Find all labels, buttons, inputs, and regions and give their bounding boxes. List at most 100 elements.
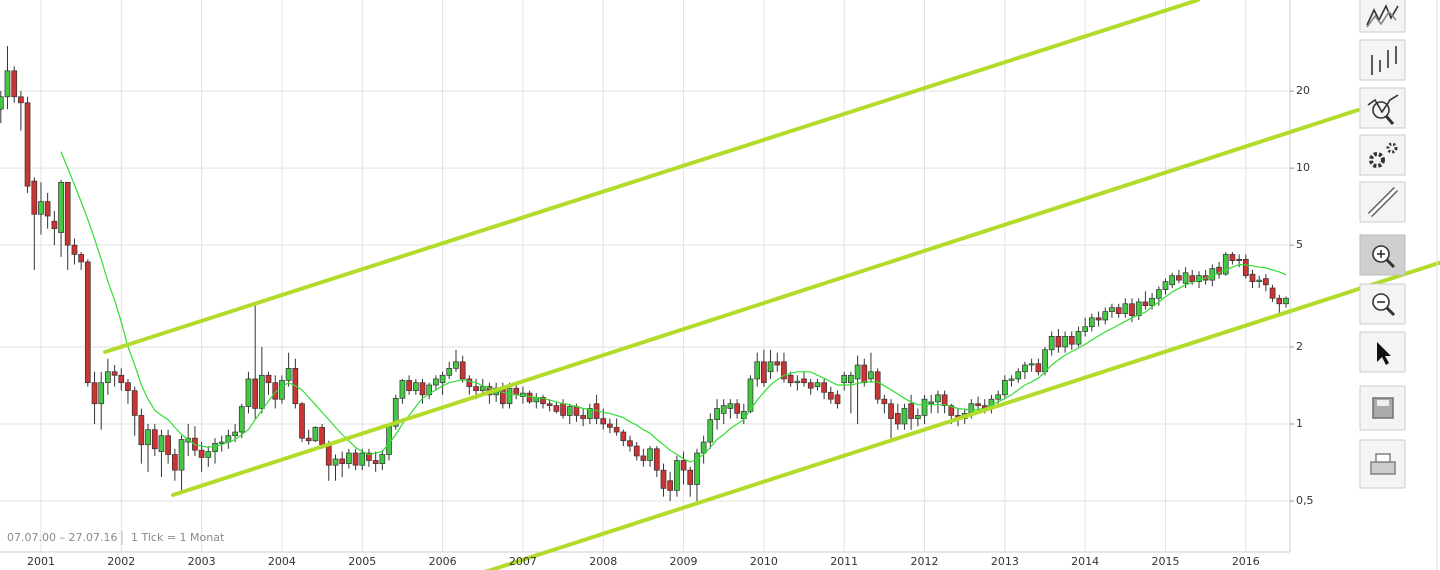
- candle-body: [1048, 336, 1055, 351]
- candle-body: [24, 102, 31, 187]
- candle: [727, 399, 734, 419]
- candle: [647, 446, 653, 467]
- save-button[interactable]: [1359, 385, 1406, 431]
- candle-body: [560, 403, 566, 416]
- candle: [834, 390, 841, 409]
- candle-body: [761, 361, 767, 384]
- candle-body: [453, 361, 459, 369]
- candle: [433, 375, 439, 391]
- candle: [761, 349, 767, 387]
- candle-body: [345, 452, 352, 464]
- ohlc-button[interactable]: [1359, 39, 1406, 81]
- x-tick-label: 2014: [1071, 555, 1099, 568]
- candle: [1142, 291, 1149, 310]
- candle: [674, 455, 680, 497]
- candle: [265, 371, 272, 395]
- candle: [292, 358, 299, 409]
- candle: [941, 390, 948, 414]
- candle: [1249, 269, 1256, 288]
- candle: [935, 390, 941, 414]
- candle-body: [372, 460, 379, 464]
- candle-body: [1075, 331, 1082, 345]
- candle-body: [499, 387, 506, 405]
- candle: [1222, 252, 1229, 276]
- x-tick-label: 2001: [27, 555, 55, 568]
- indicator-button[interactable]: [1359, 87, 1406, 129]
- y-tick-label: 2: [1296, 340, 1303, 353]
- candle: [312, 426, 319, 443]
- candle-body: [426, 384, 433, 396]
- candle: [707, 413, 714, 449]
- candle: [1088, 313, 1095, 332]
- candle: [627, 435, 633, 452]
- zoom-in-button[interactable]: [1359, 234, 1406, 276]
- candle-body: [205, 451, 212, 458]
- candle-body: [165, 435, 171, 455]
- y-tick-label: 10: [1296, 161, 1310, 174]
- candle-body: [1122, 303, 1129, 314]
- candle: [38, 182, 44, 235]
- candle-body: [1088, 317, 1095, 328]
- candle: [111, 365, 118, 387]
- x-tick-label: 2012: [911, 555, 939, 568]
- print-button[interactable]: [1359, 439, 1406, 489]
- toolbar: [1359, 0, 1406, 489]
- candle-body: [51, 220, 58, 230]
- candle: [192, 426, 198, 456]
- candle-body: [446, 367, 453, 376]
- candle-body: [1269, 287, 1276, 299]
- line-chart-button[interactable]: [1359, 0, 1406, 33]
- candle-body: [821, 382, 827, 393]
- candle-body: [526, 392, 533, 403]
- candle: [406, 375, 412, 395]
- candle: [4, 46, 11, 110]
- candle: [84, 259, 91, 387]
- candle: [566, 403, 573, 424]
- candle: [252, 305, 259, 419]
- candle: [613, 418, 620, 436]
- candle-body: [767, 361, 774, 373]
- candle-body: [787, 374, 794, 384]
- candle-body: [259, 374, 265, 409]
- candle: [1122, 298, 1129, 318]
- candle-body: [627, 440, 633, 447]
- settings-button[interactable]: [1359, 134, 1406, 176]
- candle: [1062, 331, 1068, 353]
- x-tick-label: 2005: [348, 555, 376, 568]
- candle-body: [1182, 272, 1189, 284]
- candle: [299, 401, 305, 443]
- candle-body: [1189, 275, 1196, 282]
- candle-body: [1082, 326, 1089, 332]
- candle: [225, 429, 232, 449]
- candle-body: [975, 403, 981, 406]
- candle-body: [198, 449, 205, 458]
- draw-button[interactable]: [1359, 181, 1406, 223]
- candle: [459, 355, 466, 383]
- candle: [580, 408, 587, 427]
- candle-body: [580, 415, 587, 419]
- candle-body: [868, 371, 874, 380]
- candle-body: [1196, 275, 1202, 282]
- candle-body: [158, 435, 165, 452]
- candle-body: [714, 408, 720, 420]
- x-tick-label: 2008: [589, 555, 617, 568]
- cursor-button[interactable]: [1359, 331, 1406, 373]
- range-text: 07.07.00 – 27.07.16: [7, 531, 117, 544]
- candle: [694, 448, 700, 502]
- candle-body: [439, 374, 446, 384]
- candle-body: [546, 403, 553, 406]
- candle-body: [700, 441, 707, 454]
- candle-body: [473, 386, 479, 391]
- candle-body: [285, 367, 292, 381]
- candle-body: [1028, 363, 1035, 366]
- trend-line: [484, 260, 1440, 570]
- candle-body: [553, 405, 560, 412]
- candle-body: [18, 96, 24, 104]
- candle-body: [1229, 254, 1236, 261]
- candle-body: [38, 201, 44, 215]
- candle-body: [0, 96, 4, 110]
- candle-body: [1242, 258, 1249, 276]
- candle-body: [935, 394, 941, 403]
- zoom-out-button[interactable]: [1359, 283, 1406, 325]
- candle-body: [1002, 380, 1008, 396]
